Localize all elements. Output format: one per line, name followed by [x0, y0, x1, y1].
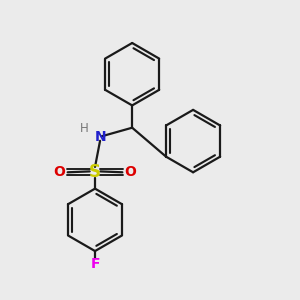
Text: H: H — [80, 122, 89, 135]
Text: O: O — [125, 165, 136, 179]
Text: O: O — [53, 165, 65, 179]
Text: N: N — [94, 130, 106, 144]
Text: S: S — [89, 163, 101, 181]
Text: F: F — [90, 257, 100, 272]
